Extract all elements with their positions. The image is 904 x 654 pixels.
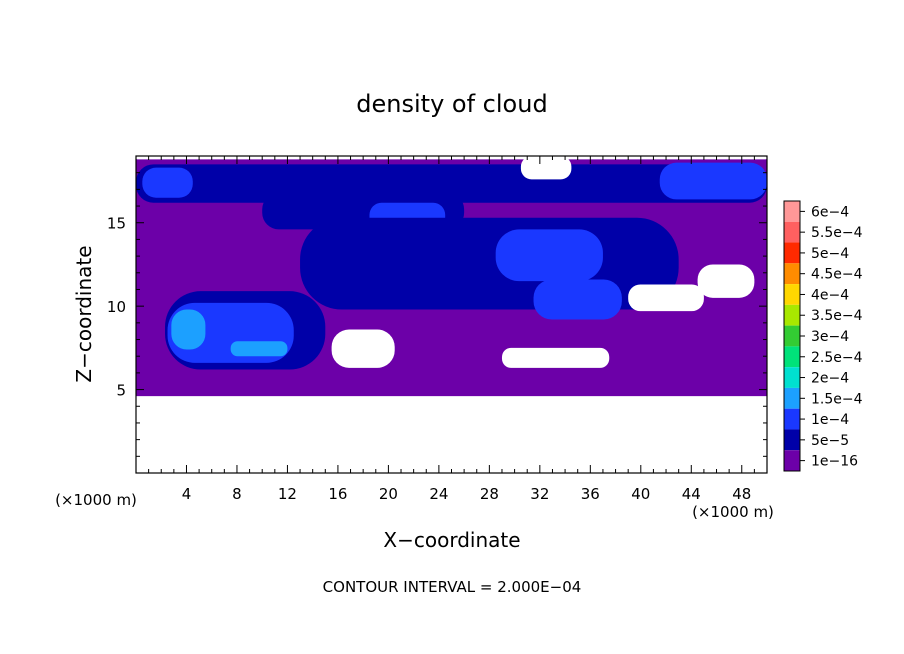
x-tick-label-2: 12 [278,485,297,503]
density-region-16 [628,284,704,312]
x-axis-label: X−coordinate [383,528,520,552]
colorbar-frame [783,200,801,472]
colorbar-swatch-0 [784,201,800,222]
colorbar-label-9: 1.5e−4 [811,391,863,407]
x-tick-label-7: 32 [530,485,549,503]
x-unit-left: (×1000 m) [55,491,137,509]
y-tick-label-1: 10 [107,298,126,316]
density-region-8 [533,279,622,320]
colorbar-label-12: 1e−16 [811,454,858,470]
x-tick-label-5: 24 [429,485,448,503]
colorbar-label-5: 3.5e−4 [811,308,863,324]
colorbar-swatch-3 [784,263,800,285]
colorbar-label-3: 4.5e−4 [811,267,863,283]
x-axis-ticks: 4 8 12 16 20 24 28 32 36 40 44 48 [148,156,755,503]
y-axis-label: Z−coordinate [72,245,96,382]
x-tick-label-1: 8 [232,485,242,503]
x-unit-right: (×1000 m) [692,503,774,521]
density-region-11 [171,309,206,350]
y-tick-label-2: 15 [107,215,126,233]
density-region-2 [142,167,193,198]
density-region-7 [495,229,603,282]
density-region-6 [300,217,679,310]
colorbar-swatch-9 [784,387,800,409]
colorbar-swatch-6 [784,325,800,347]
x-tick-label-0: 4 [182,485,192,503]
colorbar-label-2: 5e−4 [811,246,849,262]
colorbar-swatch-7 [784,346,800,368]
colorbar-label-11: 5e−5 [811,433,849,449]
x-tick-label-8: 36 [581,485,600,503]
colorbar-label-10: 1e−4 [811,412,849,428]
x-tick-label-3: 16 [328,485,347,503]
density-region-19 [520,156,572,180]
colorbar-swatch-4 [784,284,800,305]
colorbar-swatch-8 [784,367,800,388]
colorbar-label-0: 6e−4 [811,204,849,220]
x-tick-label-11: 48 [732,485,751,503]
density-region-15 [501,347,610,368]
density-region-14 [331,329,395,368]
colorbar-swatch-12 [784,450,800,471]
contour-interval-note: CONTOUR INTERVAL = 2.000E−04 [323,578,582,596]
colorbar-label-7: 2.5e−4 [811,350,863,366]
density-region-12 [230,341,288,357]
colorbar-swatch-2 [784,242,800,264]
colorbar-swatch-5 [784,304,800,326]
x-tick-label-6: 28 [480,485,499,503]
y-tick-label-0: 5 [116,382,126,400]
colorbar-label-4: 4e−4 [811,287,849,303]
colorbar-label-6: 3e−4 [811,329,849,345]
x-tick-label-9: 40 [631,485,650,503]
colorbar-label-1: 5.5e−4 [811,225,863,241]
x-tick-label-4: 20 [379,485,398,503]
chart-title: density of cloud [356,90,547,118]
density-field [136,156,767,473]
colorbar-swatch-10 [784,408,800,430]
plot-frame [135,155,768,474]
colorbar: 6e−4 5.5e−4 5e−4 4.5e−4 4e−4 3.5e−4 3e−4 2.5e−4… [783,200,863,472]
density-region-13 [136,396,767,473]
colorbar-swatch-1 [784,221,800,243]
colorbar-swatch-11 [784,429,800,451]
x-tick-label-10: 44 [682,485,701,503]
colorbar-label-8: 2e−4 [811,371,849,387]
y-axis-ticks: 5 10 15 [107,172,767,457]
density-region-3 [659,162,767,200]
density-region-17 [697,264,755,298]
